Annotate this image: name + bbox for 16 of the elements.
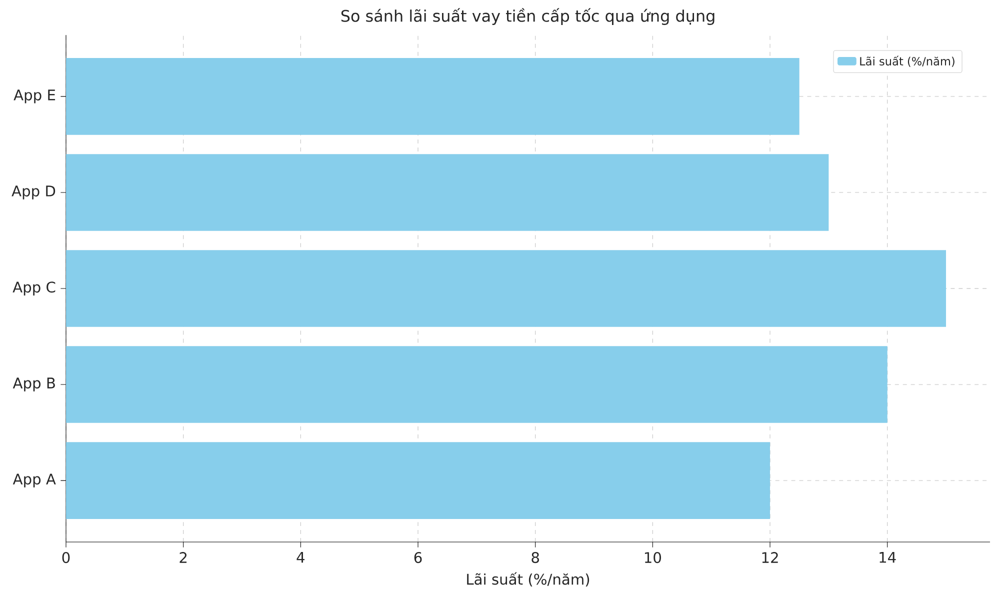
x-tick-label: 0 [62, 552, 70, 564]
chart-title: So sánh lãi suất vay tiền cấp tốc qua ứng dụng [341, 8, 714, 25]
y-tick-label: App D [12, 186, 56, 200]
x-tick-label: 10 [644, 552, 661, 564]
x-tick-label: 2 [180, 552, 187, 563]
x-tick-label: 14 [880, 552, 896, 563]
legend-label: Lãi suất (%/năm) [860, 56, 954, 67]
y-tick-label: App C [12, 282, 56, 296]
x-axis-title: Lãi suất (%/năm) [467, 572, 590, 586]
y-tick-label: App A [12, 474, 56, 488]
y-tick-label: App E [14, 90, 56, 104]
x-tick-label: 4 [296, 552, 304, 563]
x-tick-label: 8 [532, 552, 539, 564]
x-tick-label: 6 [414, 552, 422, 564]
x-tick-label: 12 [762, 552, 778, 563]
y-tick-label: App B [12, 378, 55, 392]
